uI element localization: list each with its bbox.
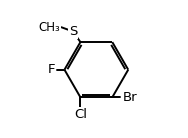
Text: Br: Br [122,91,137,104]
Text: CH₃: CH₃ [39,21,60,34]
Text: Cl: Cl [74,108,87,121]
Text: F: F [47,63,55,76]
Text: S: S [69,25,77,38]
